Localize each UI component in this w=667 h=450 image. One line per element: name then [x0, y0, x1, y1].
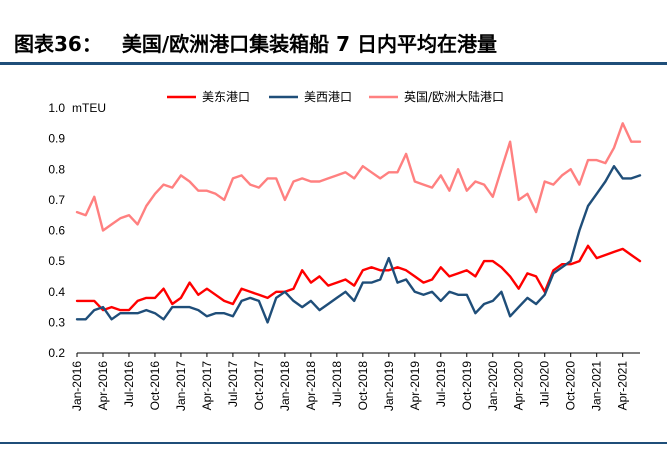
plot-area: 1.0 0.9 0.8 0.7 0.6 0.5 0.4 0.3 0.2 mTEU Jan-2016 A… — [48, 101, 642, 411]
x-tick-label: Jan-2020 — [486, 361, 500, 411]
x-tick-label: Jan-2017 — [174, 361, 188, 411]
legend-label-2: 美西港口 — [304, 90, 352, 104]
title-rule — [0, 62, 667, 65]
series-line-1 — [75, 244, 642, 312]
figure-label: 图表36： — [14, 32, 102, 56]
x-tick-label: Apr-2018 — [304, 361, 318, 411]
y-tick-label: 0.4 — [48, 285, 65, 299]
figure-title: 图表36： 美国/欧洲港口集装箱船 7 日内平均在港量 — [14, 30, 497, 58]
y-tick-label: 0.8 — [48, 162, 65, 176]
x-tick-label: Jan-2016 — [70, 361, 84, 411]
legend-label-1: 美东港口 — [202, 90, 250, 104]
x-tick-label: Apr-2017 — [200, 361, 214, 411]
x-tick-label: Jul-2018 — [330, 361, 344, 407]
x-tick-label: Jul-2019 — [434, 361, 448, 407]
x-tick-label: Oct-2017 — [252, 361, 266, 411]
series-line-3 — [75, 122, 642, 232]
series-line-2 — [75, 164, 642, 324]
x-tick-label: Oct-2016 — [148, 361, 162, 411]
x-tick-label: Jan-2018 — [278, 361, 292, 411]
x-tick-label: Jul-2016 — [122, 361, 136, 407]
y-tick-label: 0.6 — [48, 224, 65, 238]
x-tick-label: Jan-2019 — [382, 361, 396, 411]
x-tick-label: Apr-2020 — [512, 361, 526, 411]
x-tick-label: Oct-2019 — [460, 361, 474, 411]
x-tick-label: Jul-2017 — [226, 361, 240, 407]
y-axis-label: mTEU — [72, 101, 106, 115]
y-tick-label: 0.7 — [48, 193, 65, 207]
x-tick-label: Jul-2020 — [538, 361, 552, 407]
x-tick-label: Apr-2021 — [616, 361, 630, 411]
x-tick-label: Jan-2021 — [590, 361, 604, 411]
y-tick-label: 1.0 — [48, 101, 65, 115]
y-tick-label: 0.5 — [48, 254, 65, 268]
x-tick-label: Oct-2020 — [564, 361, 578, 411]
y-tick-label: 0.9 — [48, 132, 65, 146]
footer-rule — [0, 442, 667, 444]
y-tick-label: 0.2 — [48, 346, 65, 360]
y-tick-label: 0.3 — [48, 315, 65, 329]
legend: 美东港口 美西港口 英国/欧洲大陆港口 — [167, 89, 504, 104]
x-tick-label: Apr-2016 — [96, 361, 110, 411]
x-tick-label: Oct-2018 — [356, 361, 370, 411]
legend-label-3: 英国/欧洲大陆港口 — [404, 89, 504, 104]
figure-title-text: 美国/欧洲港口集装箱船 7 日内平均在港量 — [121, 32, 497, 56]
x-tick-label: Apr-2019 — [408, 361, 422, 411]
